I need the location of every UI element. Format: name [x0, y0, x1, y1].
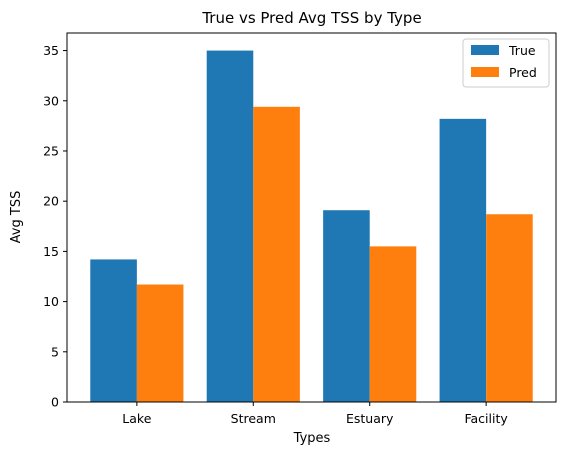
legend-label-true: True	[508, 43, 536, 58]
bar-true-stream	[207, 51, 254, 402]
y-tick-label: 15	[43, 244, 59, 259]
bar-pred-lake	[137, 285, 184, 402]
bar-pred-stream	[253, 107, 300, 402]
bar-true-lake	[90, 259, 137, 402]
y-axis-title: Avg TSS	[9, 191, 24, 244]
y-tick-label: 0	[51, 395, 59, 410]
chart-title: True vs Pred Avg TSS by Type	[201, 9, 421, 27]
bar-pred-facility	[486, 214, 533, 402]
x-tick-label: Stream	[231, 411, 276, 426]
bar-true-facility	[440, 119, 487, 402]
legend-swatch-pred	[471, 67, 499, 77]
y-tick-label: 35	[43, 43, 59, 58]
x-axis-title: Types	[293, 431, 331, 446]
y-axis-ticks: 0 5 10 15 20 25 30 35	[43, 43, 67, 409]
bar-pred-estuary	[370, 246, 417, 402]
y-tick-label: 5	[51, 344, 59, 359]
legend: True Pred	[463, 39, 549, 87]
bar-true-estuary	[323, 210, 370, 402]
bars-group	[90, 51, 532, 402]
y-tick-label: 10	[43, 294, 59, 309]
x-axis-ticks: Lake Stream Estuary Facility	[122, 402, 508, 426]
legend-swatch-true	[471, 45, 499, 55]
x-tick-label: Lake	[122, 411, 151, 426]
y-tick-label: 30	[43, 93, 59, 108]
y-tick-label: 25	[43, 143, 59, 158]
y-tick-label: 20	[43, 194, 59, 209]
x-tick-label: Facility	[464, 411, 508, 426]
legend-label-pred: Pred	[509, 65, 537, 80]
x-tick-label: Estuary	[346, 411, 394, 426]
